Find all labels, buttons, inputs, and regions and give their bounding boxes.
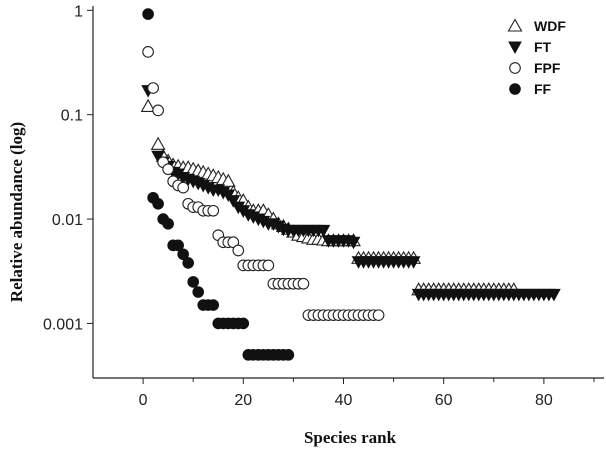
point-ft bbox=[151, 150, 165, 164]
point-ff bbox=[207, 299, 220, 311]
point-ft bbox=[346, 236, 361, 250]
point-ff bbox=[182, 257, 194, 269]
point-fpf bbox=[372, 309, 385, 322]
point-fpf bbox=[262, 259, 275, 272]
point-fpf bbox=[297, 277, 310, 290]
point-fpf bbox=[207, 204, 220, 217]
point-wdf bbox=[150, 136, 166, 150]
legend: WDF FT FPF FF bbox=[507, 18, 566, 97]
point-wdf bbox=[220, 173, 236, 187]
legend-label-wdf: WDF bbox=[534, 18, 566, 34]
point-fpf bbox=[147, 82, 159, 94]
point-ff bbox=[172, 239, 184, 252]
y-tick-label: 1 bbox=[74, 3, 83, 20]
point-ff bbox=[187, 276, 199, 288]
x-tick-label: 20 bbox=[234, 392, 252, 409]
y-tick-label: 0.01 bbox=[52, 212, 83, 229]
point-ft bbox=[406, 256, 421, 269]
point-ff bbox=[142, 8, 154, 20]
x-tick-label: 60 bbox=[435, 392, 453, 409]
tick-labels: 0 20 40 60 80 1 0.1 0.01 0.001 bbox=[43, 3, 553, 409]
legend-marker-ft bbox=[508, 41, 522, 55]
data-points bbox=[140, 8, 561, 361]
point-ff bbox=[177, 248, 189, 261]
legend-label-ff: FF bbox=[534, 81, 552, 97]
legend-marker-ff bbox=[509, 83, 521, 95]
x-tick-label: 80 bbox=[535, 392, 553, 409]
legend-marker-wdf bbox=[507, 18, 523, 32]
legend-label-ft: FT bbox=[534, 39, 552, 55]
legend-label-fpf: FPF bbox=[534, 60, 561, 76]
point-ff bbox=[162, 218, 174, 230]
point-fpf bbox=[152, 104, 164, 117]
point-ff bbox=[192, 286, 205, 298]
point-ff bbox=[152, 198, 164, 210]
point-fpf bbox=[232, 244, 245, 257]
y-tick-label: 0.001 bbox=[43, 316, 83, 333]
plot-axes bbox=[92, 6, 604, 379]
point-fpf bbox=[162, 163, 174, 176]
legend-marker-fpf bbox=[509, 62, 521, 74]
point-wdf bbox=[140, 98, 156, 112]
point-fpf bbox=[177, 181, 190, 194]
point-ft bbox=[226, 195, 241, 208]
tick-marks bbox=[87, 9, 595, 384]
point-ff bbox=[282, 349, 295, 361]
y-axis-title: Relative abundance (log) bbox=[7, 122, 26, 302]
x-tick-label: 40 bbox=[335, 392, 353, 409]
point-ft bbox=[547, 288, 561, 302]
point-ft bbox=[316, 224, 331, 238]
point-ff bbox=[237, 317, 250, 330]
point-fpf bbox=[142, 46, 154, 58]
x-tick-label: 0 bbox=[139, 392, 148, 409]
x-axis-title: Species rank bbox=[304, 428, 397, 447]
y-tick-label: 0.1 bbox=[61, 108, 83, 125]
